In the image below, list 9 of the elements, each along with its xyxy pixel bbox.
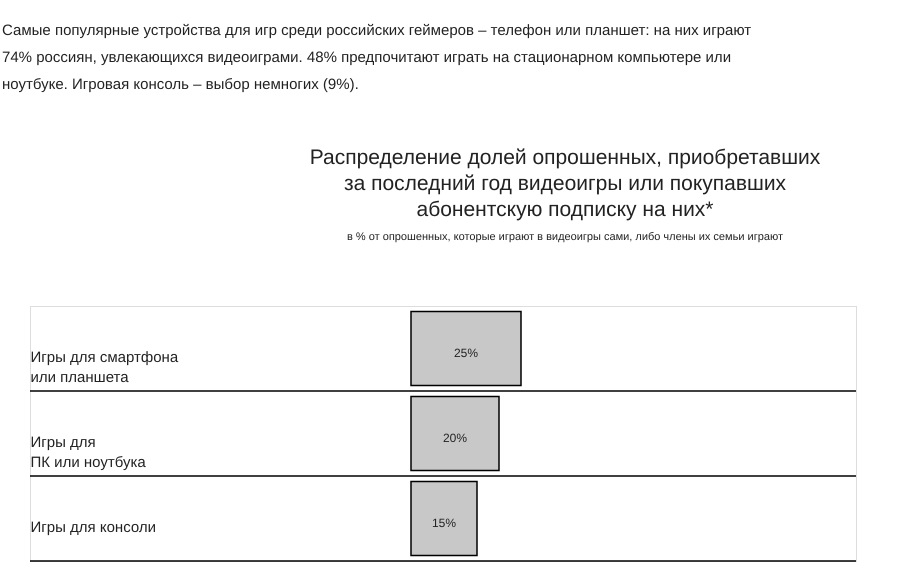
data-label: 20%	[442, 430, 468, 445]
text: Самые популярные устройства для игр среди российских геймеров – телефон или планшет: на них играют 74% россиян, увлекающихся видеоиграми. 48% предпочитают играть на стационарном компьютере или ноутбуке. Игровая консоль – выбор немногих (9%).	[2, 22, 752, 93]
y-tick-label: Игры для консоли	[30, 519, 156, 536]
data-label: 15%	[432, 516, 456, 530]
data-label: 25%	[454, 346, 478, 360]
text: в % от опрошенных, которые играют в видеоигры сами, либо члены их семьи играют	[347, 231, 783, 243]
y-tick-label: Игры для смартфона или планшета	[30, 349, 179, 386]
text: Распределение долей опрошенных, приобретавших за последний год видеоигры или покупавших абонентскую подписку на них*	[310, 146, 821, 221]
y-tick-label: Игры для ПК или ноутбука	[30, 434, 146, 471]
